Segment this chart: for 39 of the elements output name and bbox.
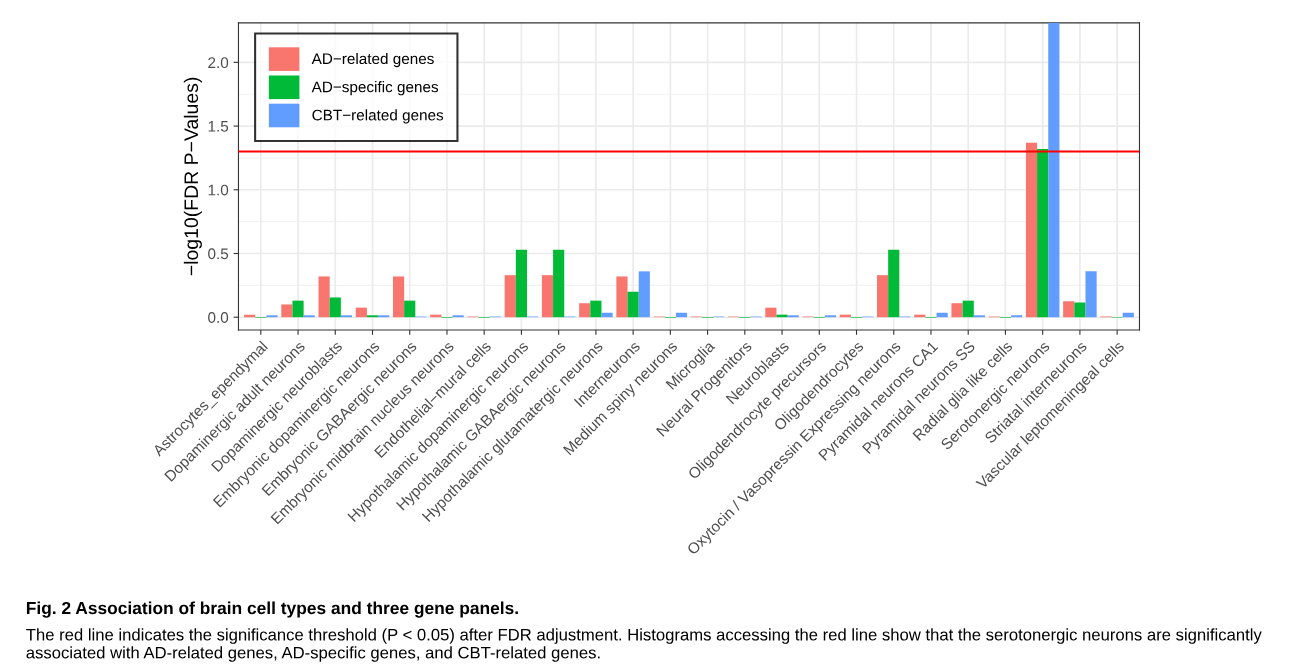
- bar: [616, 276, 628, 318]
- legend-label: AD−specific genes: [311, 81, 439, 96]
- bar: [888, 249, 900, 318]
- caption: Fig. 2 Association of brain cell types and three gene panels.: [26, 601, 518, 618]
- bar: [638, 271, 650, 318]
- y-tick-label: 1.5: [208, 121, 229, 132]
- bar: [292, 300, 304, 318]
- bar: [765, 307, 777, 318]
- bar: [504, 275, 516, 318]
- bar: [876, 275, 889, 318]
- bar: [1085, 271, 1097, 318]
- bar: [579, 303, 591, 318]
- bar: [951, 303, 963, 318]
- bar: [1074, 302, 1086, 318]
- bar: [392, 276, 405, 318]
- bar: [627, 291, 639, 318]
- y-tick-label: 0.5: [208, 248, 229, 260]
- bar: [1037, 149, 1049, 318]
- bar: [541, 275, 554, 318]
- bar: [553, 249, 565, 318]
- bar: [515, 249, 528, 318]
- legend-label: CBT−related genes: [312, 109, 444, 124]
- bar: [601, 312, 613, 318]
- bar: [1063, 301, 1075, 318]
- y-tick-label: 1.0: [208, 184, 229, 196]
- bar: [404, 300, 416, 318]
- bar: [318, 276, 330, 318]
- bar: [329, 297, 341, 318]
- bar: [355, 307, 367, 318]
- bar: [281, 304, 293, 318]
- bar: [590, 300, 602, 318]
- y-tick-label: 2.0: [208, 57, 229, 69]
- text: The red line indicates the significance threshold (P < 0.05) after FDR adjustment. Histograms accessing the red line show that the serotonergic neurons are significantly associated with AD-related genes, AD-specific genes, and CBT-related genes.: [26, 628, 1262, 662]
- bar: [1048, 22, 1060, 318]
- bar: [1025, 142, 1038, 318]
- y-axis-title: −log10(FDR P−Values): [183, 77, 202, 276]
- bar: [962, 300, 974, 318]
- legend-label: AD−related genes: [311, 52, 434, 68]
- y-tick-label: 0.0: [208, 312, 229, 323]
